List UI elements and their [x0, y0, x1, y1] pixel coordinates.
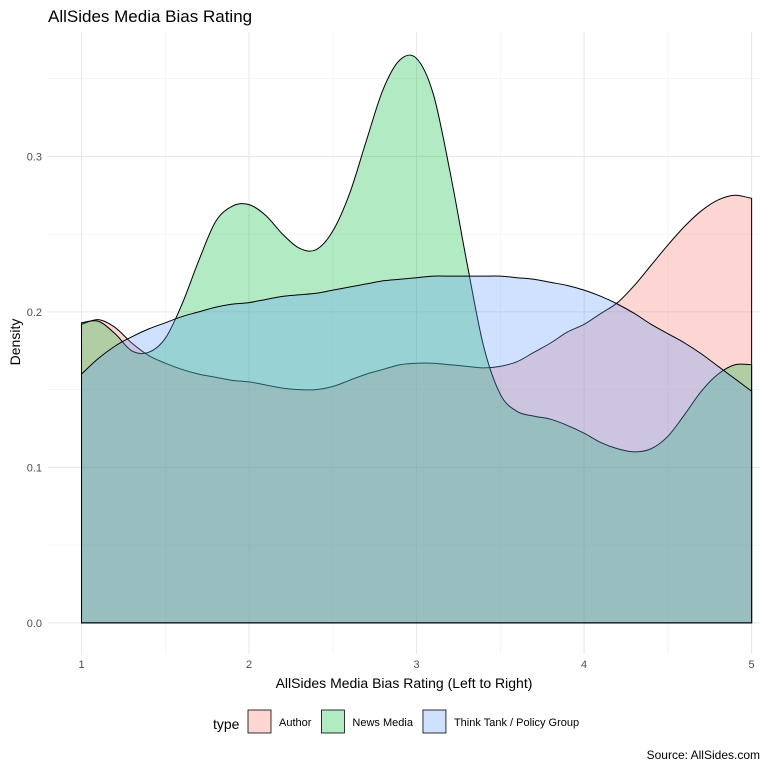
y-axis-title: Density [7, 319, 23, 366]
x-tick-label: 1 [78, 659, 84, 671]
y-tick-label: 0.3 [27, 151, 42, 163]
legend-key [321, 709, 345, 734]
y-axis-ticks: 0.0 0.1 0.2 0.3 [27, 151, 42, 630]
legend-item: Author [247, 709, 312, 734]
density-area-think-tank-policy-group [81, 275, 753, 624]
y-tick-label: 0.2 [27, 307, 42, 319]
y-tick-label: 0.0 [27, 618, 42, 630]
legend-key [247, 709, 272, 734]
x-tick-label: 3 [414, 659, 420, 671]
x-tick-label: 2 [246, 659, 252, 671]
legend-title: type [213, 716, 240, 732]
minor-grid [48, 32, 760, 654]
legend-item: Think Tank / Policy Group [422, 709, 579, 734]
y-tick-label: 0.1 [27, 462, 42, 474]
legend: type Author News Media Think Tank / Policy… [213, 709, 579, 734]
legend-label: Author [279, 717, 312, 729]
x-axis-title: AllSides Media Bias Rating (Left to Righ… [276, 675, 533, 691]
chart-title: AllSides Media Bias Rating [48, 7, 252, 26]
legend-label: News Media [352, 717, 413, 729]
density-area-news-media [81, 54, 753, 624]
legend-key [422, 709, 447, 734]
legend-label: Think Tank / Policy Group [454, 717, 579, 729]
x-axis-ticks: 1 2 3 4 5 [78, 659, 754, 671]
legend-item: News Media [321, 709, 414, 734]
x-tick-label: 4 [581, 659, 587, 671]
density-area-author [81, 194, 753, 624]
x-tick-label: 5 [749, 659, 755, 671]
density-areas [81, 54, 753, 624]
plot-panel [48, 32, 760, 654]
caption: Source: AllSides.com [647, 748, 760, 762]
